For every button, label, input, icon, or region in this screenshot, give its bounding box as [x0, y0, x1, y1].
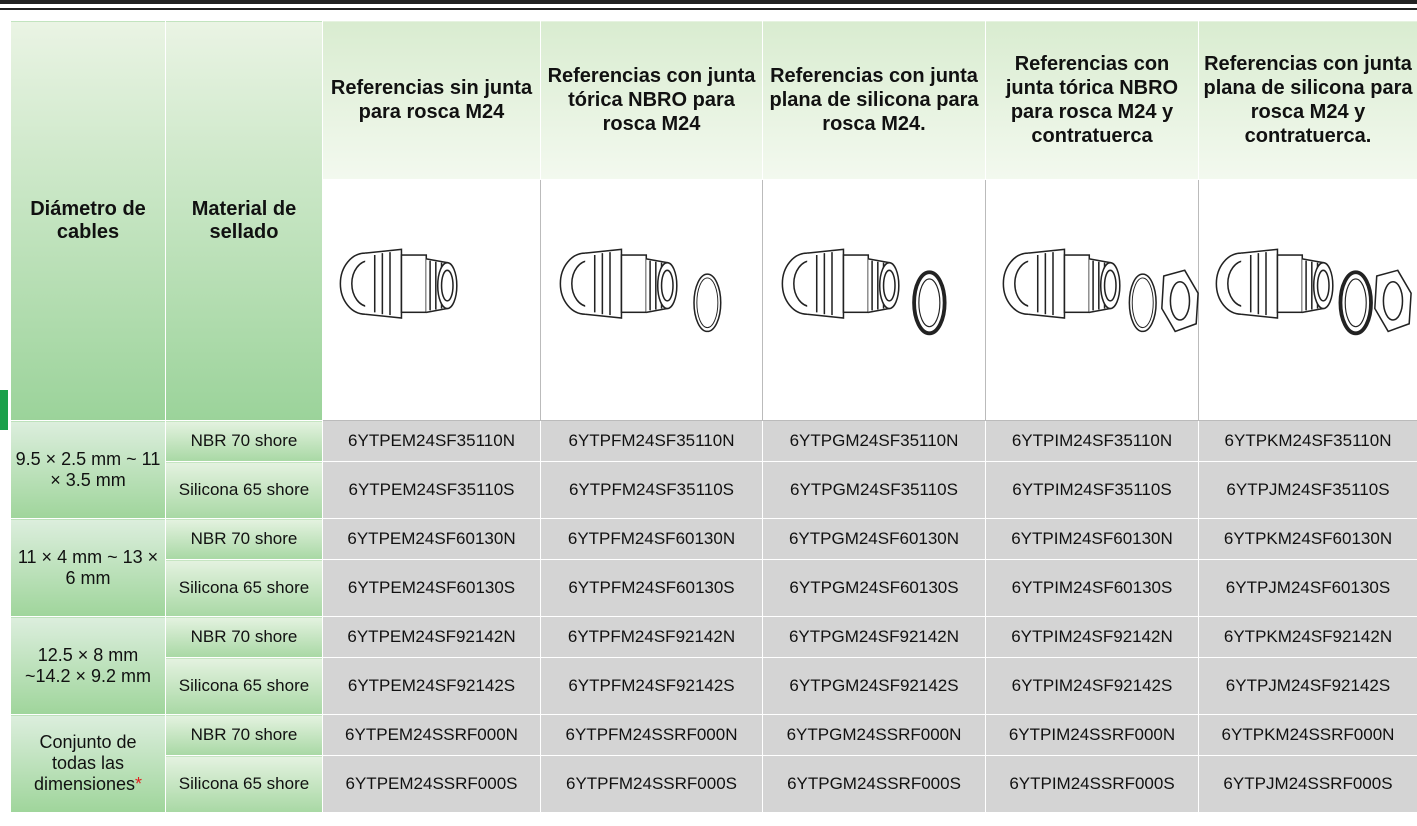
code-cell: 6YTPEM24SSRF000S: [322, 755, 541, 813]
code-cell: 6YTPGM24SF60130S: [762, 559, 986, 617]
data-row: Silicona 65 shore 6YTPEM24SF60130S 6YTPFM2…: [11, 559, 1417, 617]
product-image: [762, 179, 986, 421]
product-image: [322, 179, 541, 421]
product-table: Diámetro de cables Material de sellado Ref…: [10, 20, 1417, 813]
code-cell: 6YTPJM24SF35110S: [1198, 461, 1417, 519]
code-cell: 6YTPIM24SF60130S: [985, 559, 1199, 617]
material-cell: Silicona 65 shore: [165, 461, 323, 519]
material-cell: Silicona 65 shore: [165, 657, 323, 715]
header-cell: Referencias sin junta para rosca M24: [322, 20, 541, 180]
code-cell: 6YTPKM24SSRF000N: [1198, 714, 1417, 756]
code-cell: 6YTPKM24SF92142N: [1198, 616, 1417, 658]
edge-tab: [0, 390, 8, 430]
gland-icon: [781, 247, 947, 335]
product-image: [540, 179, 763, 421]
data-row: 12.5 × 8 mm ~14.2 × 9.2 mm NBR 70 shore 6Y…: [10, 616, 1417, 715]
code-cell: 6YTPFM24SSRF000N: [540, 714, 763, 756]
code-cell: 6YTPEM24SF60130N: [322, 518, 541, 560]
note-marker: *: [135, 773, 143, 794]
code-cell: 6YTPJM24SSRF000S: [1198, 755, 1417, 813]
header-row: Diámetro de cables Material de sellado Ref…: [10, 20, 1417, 421]
product-image: [985, 179, 1199, 421]
header-cell: Referencias con junta tórica NBRO para r…: [985, 20, 1199, 180]
code-cell: 6YTPFM24SF60130N: [540, 518, 763, 560]
code-cell: 6YTPIM24SF35110S: [985, 461, 1199, 519]
code-cell: 6YTPEM24SF92142S: [322, 657, 541, 715]
diameter-cell: 9.5 × 2.5 mm ~ 11 × 3.5 mm: [10, 420, 166, 519]
material-cell: NBR 70 shore: [165, 616, 323, 658]
data-row: Silicona 65 shore 6YTPEM24SSRF000S 6YTPFM2…: [11, 755, 1417, 813]
diameter: 9.5 × 2.5 mm ~ 11 × 3.5 mm: [15, 448, 161, 490]
diameter-cell: Conjunto de todas las dimensiones*: [10, 714, 166, 813]
code-cell: 6YTPIM24SF92142N: [985, 616, 1199, 658]
code-cell: 6YTPKM24SF60130N: [1198, 518, 1417, 560]
diameter: 11 × 4 mm ~ 13 × 6 mm: [17, 546, 159, 588]
data-row: Silicona 65 shore 6YTPEM24SF35110S 6YTPFM2…: [11, 461, 1417, 519]
code-cell: 6YTPGM24SSRF000N: [762, 714, 986, 756]
material-cell: NBR 70 shore: [165, 518, 323, 560]
code-cell: 6YTPGM24SF92142S: [762, 657, 986, 715]
code-cell: 6YTPFM24SSRF000S: [540, 755, 763, 813]
code-cell: 6YTPGM24SF35110N: [762, 420, 986, 462]
code-cell: 6YTPFM24SF92142N: [540, 616, 763, 658]
header-cell: Diámetro de cables: [10, 20, 166, 421]
code-cell: 6YTPEM24SF35110N: [322, 420, 541, 462]
code-cell: 6YTPIM24SF35110N: [985, 420, 1199, 462]
code-cell: 6YTPFM24SF35110S: [540, 461, 763, 519]
code-cell: 6YTPIM24SSRF000S: [985, 755, 1199, 813]
code-cell: 6YTPEM24SF92142N: [322, 616, 541, 658]
data-row: Silicona 65 shore 6YTPEM24SF92142S 6YTPFM2…: [11, 657, 1417, 715]
header-cell: Referencias con junta tórica NBRO para r…: [540, 20, 763, 180]
data-row: Conjunto de todas las dimensiones* NBR 70…: [10, 714, 1417, 813]
top-rule: [0, 0, 1417, 10]
code-cell: 6YTPEM24SF35110S: [322, 461, 541, 519]
product-image: [1198, 179, 1417, 421]
code-cell: 6YTPFM24SF35110N: [540, 420, 763, 462]
code-cell: 6YTPFM24SF92142S: [540, 657, 763, 715]
code-cell: 6YTPIM24SSRF000N: [985, 714, 1199, 756]
header-cell: Referencias con junta plana de silicona …: [1198, 20, 1417, 180]
code-cell: 6YTPFM24SF60130S: [540, 559, 763, 617]
gland-icon: [559, 247, 721, 332]
gland-icon: [339, 247, 458, 319]
diameter-cell: 12.5 × 8 mm ~14.2 × 9.2 mm: [10, 616, 166, 715]
diameter-cell: 11 × 4 mm ~ 13 × 6 mm: [10, 518, 166, 617]
material-cell: NBR 70 shore: [165, 714, 323, 756]
code-cell: 6YTPGM24SSRF000S: [762, 755, 986, 813]
code-cell: 6YTPGM24SF35110S: [762, 461, 986, 519]
code-cell: 6YTPGM24SF60130N: [762, 518, 986, 560]
diameter: 12.5 × 8 mm ~14.2 × 9.2 mm: [24, 644, 152, 686]
material-cell: Silicona 65 shore: [165, 559, 323, 617]
data-row: 9.5 × 2.5 mm ~ 11 × 3.5 mm NBR 70 shore 6Y…: [10, 420, 1417, 519]
diameter: Conjunto de todas las dimensiones: [33, 732, 137, 794]
data-row: 11 × 4 mm ~ 13 × 6 mm NBR 70 shore 6YTPEM2…: [10, 518, 1417, 617]
material-cell: Silicona 65 shore: [165, 755, 323, 813]
material-cell: NBR 70 shore: [165, 420, 323, 462]
code-cell: 6YTPEM24SF60130S: [322, 559, 541, 617]
header-cell: Material de sellado: [165, 20, 323, 421]
code-cell: 6YTPKM24SF35110N: [1198, 420, 1417, 462]
code-cell: 6YTPJM24SF92142S: [1198, 657, 1417, 715]
code-cell: 6YTPGM24SF92142N: [762, 616, 986, 658]
gland-icon: [1002, 247, 1199, 332]
header-cell: Referencias con junta plana de silicona …: [762, 20, 986, 180]
code-cell: 6YTPEM24SSRF000N: [322, 714, 541, 756]
image-row: [11, 179, 1417, 421]
code-cell: 6YTPIM24SF92142S: [985, 657, 1199, 715]
code-cell: 6YTPIM24SF60130N: [985, 518, 1199, 560]
code-cell: 6YTPJM24SF60130S: [1198, 559, 1417, 617]
gland-icon: [1215, 247, 1412, 335]
